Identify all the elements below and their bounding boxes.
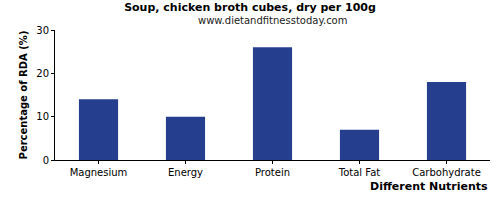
svg-text:Protein: Protein bbox=[255, 167, 290, 178]
svg-text:10: 10 bbox=[36, 111, 49, 122]
svg-text:Carbohydrate: Carbohydrate bbox=[412, 167, 481, 178]
svg-text:Different Nutrients: Different Nutrients bbox=[370, 180, 488, 193]
svg-text:Percentage of RDA (%): Percentage of RDA (%) bbox=[18, 31, 29, 160]
svg-text:Soup, chicken broth cubes, dry: Soup, chicken broth cubes, dry per 100g bbox=[124, 1, 376, 14]
svg-text:Energy: Energy bbox=[168, 167, 203, 178]
svg-text:Total Fat: Total Fat bbox=[338, 167, 380, 178]
svg-text:Magnesium: Magnesium bbox=[70, 167, 128, 178]
svg-text:30: 30 bbox=[36, 25, 49, 36]
svg-text:0: 0 bbox=[43, 155, 49, 166]
svg-text:www.dietandfitnesstoday.com: www.dietandfitnesstoday.com bbox=[198, 15, 347, 26]
svg-text:20: 20 bbox=[36, 68, 49, 79]
